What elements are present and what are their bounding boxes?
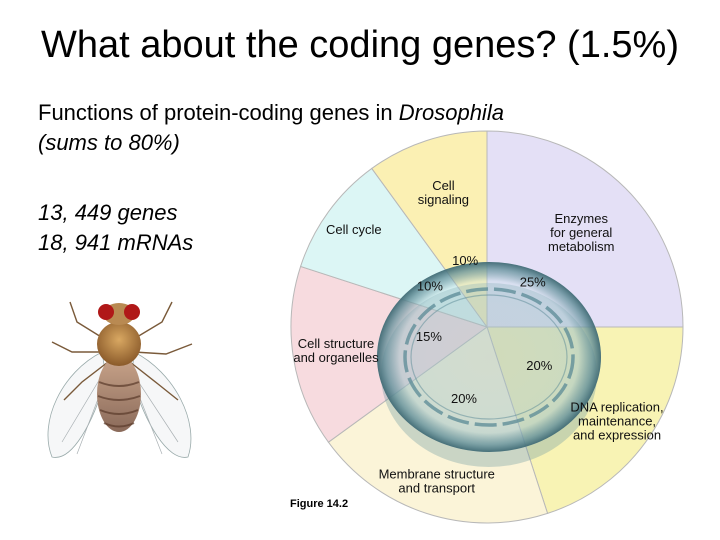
fly-eye-left <box>98 304 114 320</box>
cell-illustration <box>377 262 601 467</box>
percent-label: 25% <box>520 274 546 289</box>
nuclear-membrane-inner <box>410 294 568 420</box>
drosophila-illustration <box>47 301 193 458</box>
fly-abdomen <box>97 356 141 432</box>
category-label: Cell structure and organelles <box>293 336 379 365</box>
percent-label: 20% <box>451 391 477 406</box>
percent-label: 10% <box>417 279 443 294</box>
fly-thorax <box>97 322 141 366</box>
subtitle-text: Functions of protein-coding genes in <box>38 100 399 125</box>
category-label: Membrane structure and transport <box>379 467 495 496</box>
percent-label: 20% <box>526 358 552 373</box>
category-label: Cell signaling <box>418 178 469 207</box>
fly-legs <box>51 301 193 401</box>
slide-title: What about the coding genes? (1.5%) <box>41 24 679 66</box>
nuclear-membrane <box>403 287 575 427</box>
stat-mrnas: 18, 941 mRNAs <box>38 230 194 255</box>
gene-function-pie-chart: Enzymes for general metabolism DNA replicat… <box>290 130 684 524</box>
fly-wings <box>47 351 192 458</box>
category-label: DNA replication, maintenance, and expressi… <box>570 399 663 442</box>
percent-label: 15% <box>416 329 442 344</box>
category-label: Enzymes for general metabolism <box>548 211 614 254</box>
category-label: Cell cycle <box>326 222 382 237</box>
percent-label: 10% <box>452 253 478 268</box>
gene-stats: 13, 449 genes 18, 941 mRNAs <box>38 198 193 258</box>
percent-labels: 25% 20% 20% 15% 10% 10% <box>416 253 553 406</box>
category-labels: Enzymes for general metabolism DNA replicat… <box>293 178 663 496</box>
subtitle-species: Drosophila <box>398 100 504 125</box>
slide-subtitle: Functions of protein-coding genes in Dro… <box>38 98 658 127</box>
stat-genes: 13, 449 genes <box>38 200 178 225</box>
fly-eye-right <box>124 304 140 320</box>
subtitle-note: (sums to 80%) <box>38 130 180 155</box>
figure-label: Figure 14.2 <box>290 498 349 510</box>
cell-rim <box>377 262 601 452</box>
fly-abdomen-bands <box>97 381 141 428</box>
